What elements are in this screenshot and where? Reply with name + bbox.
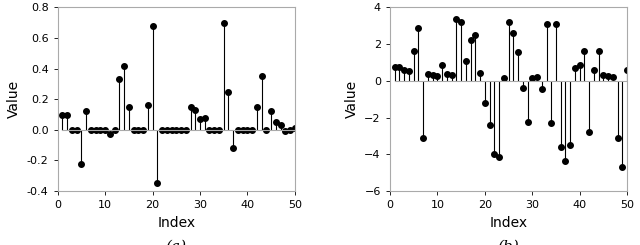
Text: (a): (a) [166, 239, 187, 245]
Text: (b): (b) [498, 239, 520, 245]
Y-axis label: Value: Value [7, 80, 21, 118]
X-axis label: Index: Index [490, 216, 527, 230]
X-axis label: Index: Index [157, 216, 195, 230]
Y-axis label: Value: Value [345, 80, 359, 118]
